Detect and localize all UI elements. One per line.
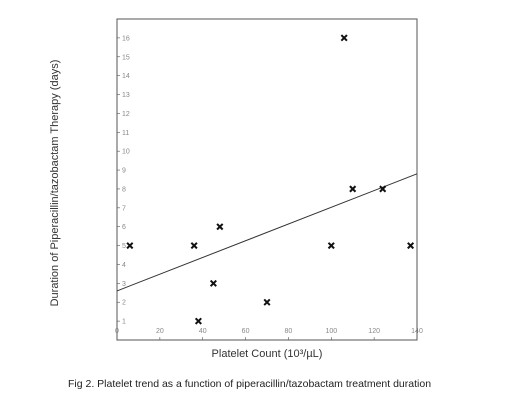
y-tick-label: 8 bbox=[122, 186, 126, 193]
y-tick-label: 5 bbox=[122, 243, 126, 250]
plot-frame bbox=[116, 18, 418, 341]
data-point bbox=[126, 242, 134, 250]
data-point bbox=[379, 185, 387, 193]
data-point bbox=[190, 242, 198, 250]
y-axis-label: Duration of Piperacillin/tazobactam Ther… bbox=[49, 59, 61, 307]
data-point bbox=[209, 279, 217, 287]
y-tick-label: 9 bbox=[122, 168, 126, 175]
figure-caption: Fig 2. Platelet trend as a function of p… bbox=[68, 378, 432, 390]
data-point bbox=[216, 223, 224, 231]
x-axis-label: Platelet Count (10³/µL) bbox=[211, 348, 323, 360]
y-tick-label: 13 bbox=[122, 92, 130, 99]
trendline-group bbox=[116, 173, 418, 292]
x-tick-label: 80 bbox=[285, 328, 293, 335]
y-tick-label: 15 bbox=[122, 54, 130, 61]
y-tick-label: 1 bbox=[122, 319, 126, 326]
data-point bbox=[340, 34, 348, 42]
y-tick-label: 11 bbox=[122, 130, 129, 137]
y-tick-label: 10 bbox=[122, 149, 130, 156]
y-tick-label: 2 bbox=[122, 300, 126, 307]
x-tick-label: 120 bbox=[368, 328, 380, 335]
y-tick-label: 4 bbox=[122, 262, 126, 269]
y-tick-label: 16 bbox=[122, 35, 130, 42]
y-tick-label: 7 bbox=[122, 205, 126, 212]
y-tick-label: 3 bbox=[122, 281, 126, 288]
x-tick-label: 60 bbox=[242, 328, 250, 335]
x-tick-label: 140 bbox=[411, 328, 423, 335]
data-point bbox=[194, 317, 202, 325]
data-point bbox=[407, 242, 415, 250]
y-tick-label: 6 bbox=[122, 224, 126, 231]
x-tick-label: 40 bbox=[199, 328, 207, 335]
data-points bbox=[126, 34, 415, 325]
y-tick-label: 14 bbox=[122, 73, 130, 80]
data-point bbox=[327, 242, 335, 250]
x-axis-ticks: 0 20 40 60 80 100 120 140 bbox=[115, 328, 423, 340]
data-point bbox=[349, 185, 357, 193]
trendline bbox=[116, 173, 418, 292]
x-tick-label: 100 bbox=[325, 328, 337, 335]
y-tick-label: 12 bbox=[122, 111, 130, 118]
data-point bbox=[263, 298, 271, 306]
x-tick-label: 0 bbox=[115, 328, 119, 335]
x-tick-label: 20 bbox=[156, 328, 164, 335]
